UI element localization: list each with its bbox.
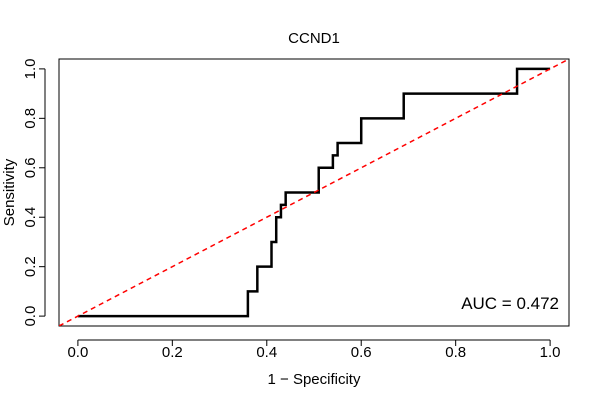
- roc-curve-line: [77, 67, 551, 318]
- x-axis-title: 1 − Specificity: [268, 371, 361, 388]
- y-axis-title: Sensitivity: [1, 158, 18, 226]
- auc-annotation: AUC = 0.472: [461, 294, 559, 313]
- plot-frame: [58, 58, 570, 327]
- x-tick-label: 0.4: [256, 344, 277, 361]
- y-tick-label: 0.2: [22, 256, 39, 277]
- x-tick-label: 1.0: [540, 344, 561, 361]
- x-tick-label: 0.2: [162, 344, 183, 361]
- y-tick-label: 0.8: [22, 108, 39, 129]
- y-tick-label: 0.6: [22, 157, 39, 178]
- chance-diagonal-line: [59, 59, 569, 326]
- y-tick-label: 1.0: [22, 58, 39, 79]
- chart-title: CCND1: [288, 30, 340, 47]
- x-tick-label: 0.6: [351, 344, 372, 361]
- y-tick-label: 0.4: [22, 207, 39, 228]
- x-tick-label: 0.0: [67, 344, 88, 361]
- y-tick-label: 0.0: [22, 306, 39, 327]
- x-tick-label: 0.8: [445, 344, 466, 361]
